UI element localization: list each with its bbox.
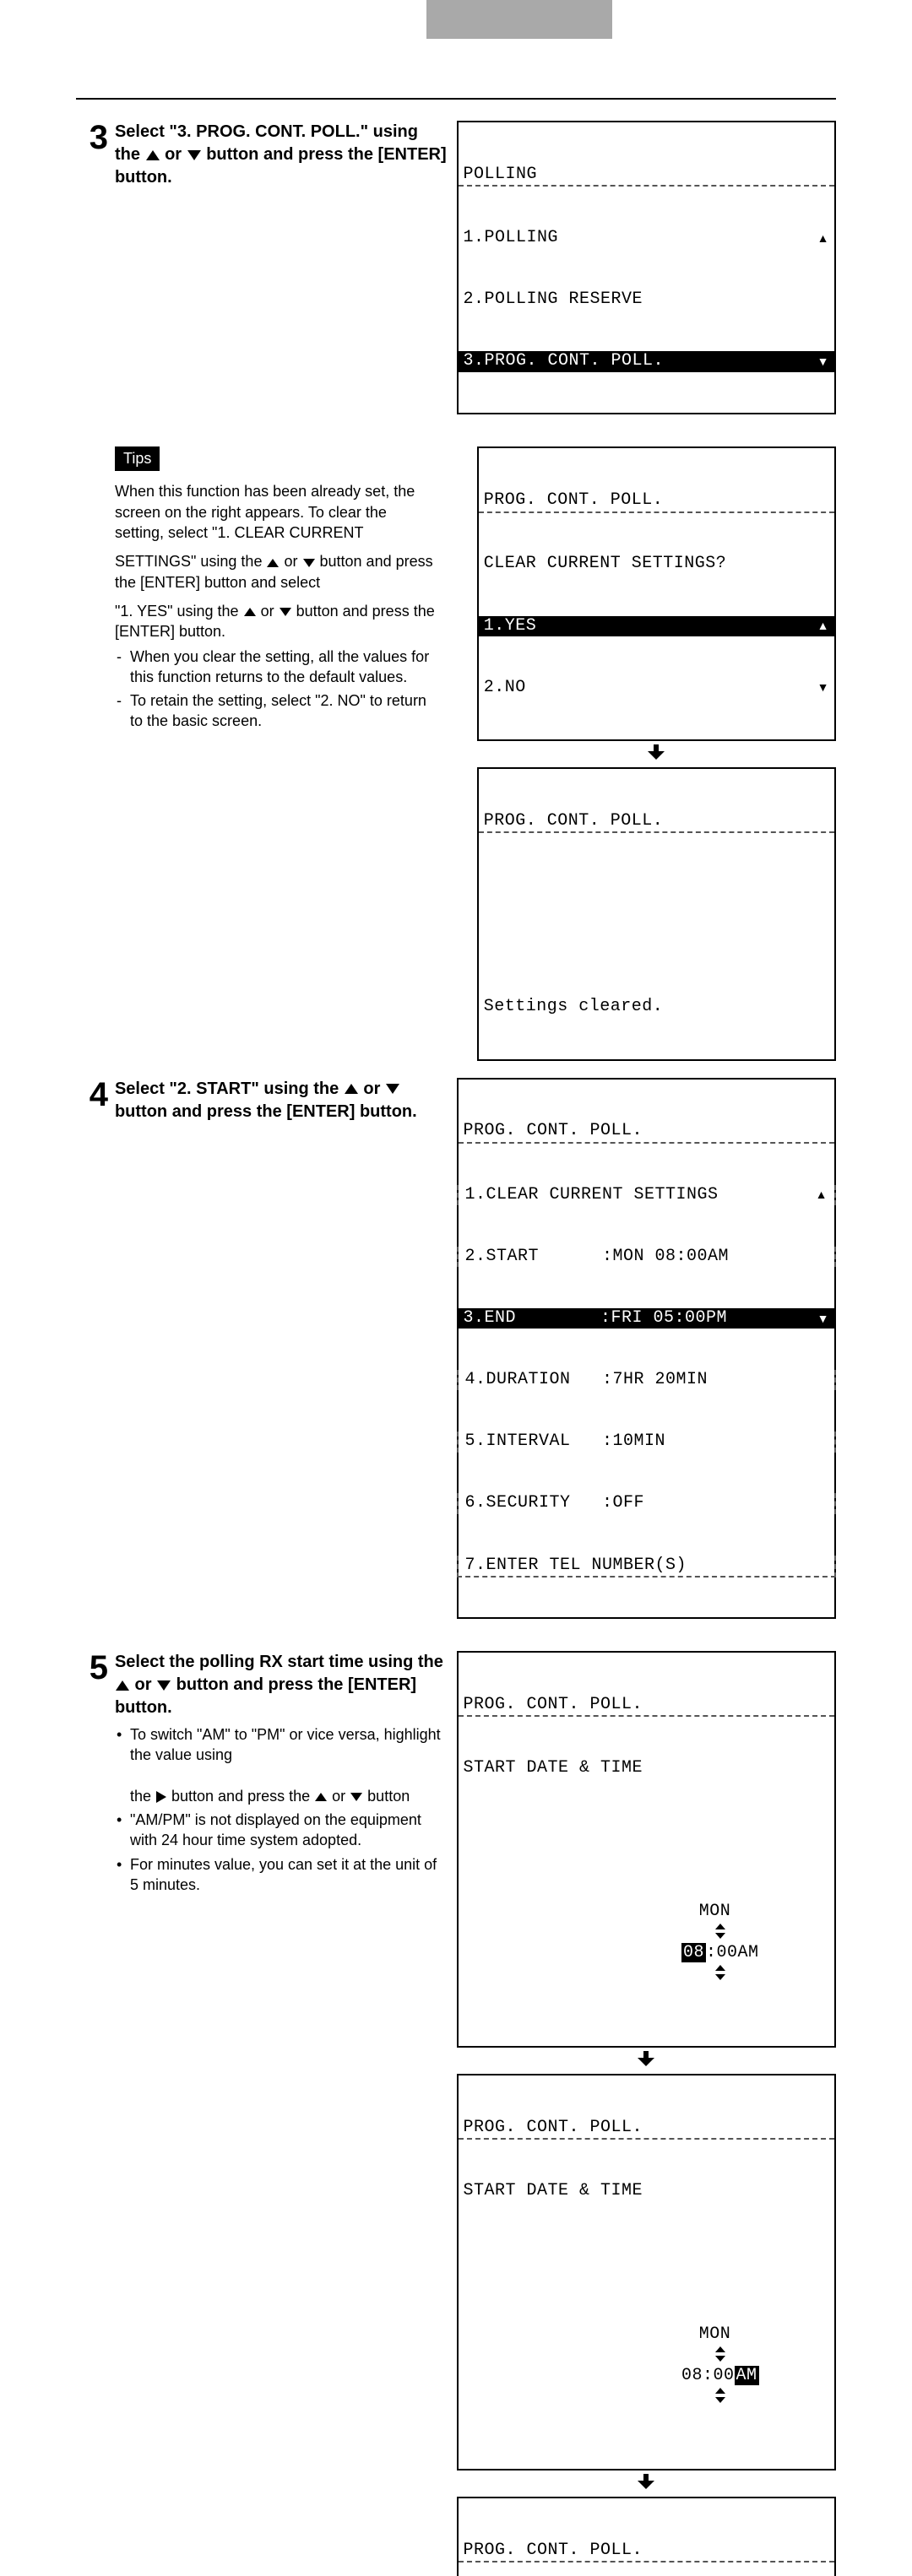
lcd-title: PROG. CONT. POLL. (479, 810, 834, 833)
s5-b3: For minutes value, you can set it at the… (115, 1854, 448, 1896)
lcd-time-line: MON 08:00AM (459, 2304, 834, 2427)
down-triangle-icon (156, 1680, 171, 1691)
lcd-line-selected: 3.END :FRI 05:00PM▼ (459, 1308, 834, 1329)
tips-dash1: When you clear the setting, all the valu… (115, 647, 438, 688)
lcd-title: POLLING (459, 164, 834, 187)
down-triangle-icon (350, 1792, 363, 1802)
up-arrow-icon: ▲ (817, 619, 829, 633)
up-triangle-icon (314, 1792, 328, 1802)
lcd-start1: PROG. CONT. POLL. START DATE & TIME MON … (457, 1651, 836, 2048)
lcd-line: Settings cleared. (479, 997, 834, 1017)
lcd-title: PROG. CONT. POLL. (459, 1694, 834, 1717)
lcd-line-selected: 1.YES▲ (479, 616, 834, 636)
lcd-title: PROG. CONT. POLL. (459, 2117, 834, 2140)
lcd-clear: PROG. CONT. POLL. CLEAR CURRENT SETTINGS… (477, 446, 836, 740)
tips-p3: "1. YES" using the or button and press t… (115, 601, 438, 642)
step-number-4: 4 (76, 1078, 108, 1112)
up-arrow-icon: ▲ (817, 231, 829, 246)
right-triangle-icon (155, 1790, 167, 1804)
lcd-menu2: PROG. CONT. POLL. 1.CLEAR CURRENT SETTIN… (457, 2497, 836, 2576)
step-number-3: 3 (76, 121, 108, 154)
step4-text: Select "2. START" using the or button an… (115, 1078, 448, 1123)
updown-icon (715, 1924, 725, 1939)
step3-text: Select "3. PROG. CONT. POLL." using the … (115, 121, 448, 189)
lcd-polling: POLLING 1.POLLING▲ 2.POLLING RESERVE 3.P… (457, 121, 836, 414)
updown-icon (715, 2346, 725, 2362)
lcd-line: CLEAR CURRENT SETTINGS? (479, 554, 834, 574)
up-triangle-icon (115, 1680, 130, 1691)
tips-p1: When this function has been already set,… (115, 481, 438, 543)
tips-dash2: To retain the setting, select "2. NO" to… (115, 690, 438, 732)
tips-p2: SETTINGS" using the or button and press … (115, 551, 438, 593)
down-arrow-icon: ▼ (817, 680, 829, 695)
down-arrow-icon: ▼ (817, 1312, 829, 1326)
flow-down-arrow-icon (457, 2474, 836, 2493)
flow-down-arrow-icon (477, 744, 836, 764)
step5-text: Select the polling RX start time using t… (115, 1651, 448, 1719)
lcd-menu: PROG. CONT. POLL. 1.CLEAR CURRENT SETTIN… (457, 1078, 836, 1619)
up-triangle-icon (145, 149, 160, 161)
up-arrow-icon: ▲ (816, 1188, 828, 1202)
top-rule (76, 98, 836, 100)
tips-label: Tips (115, 446, 160, 471)
lcd-line-selected: 3.PROG. CONT. POLL.▼ (459, 351, 834, 371)
down-triangle-icon (302, 558, 316, 568)
lcd-title: PROG. CONT. POLL. (459, 2540, 834, 2562)
updown-icon (715, 2388, 725, 2403)
header-tab (0, 0, 912, 39)
lcd-line: 1.POLLING▲ (459, 228, 834, 248)
s5-b1: To switch "AM" to "PM" or vice versa, hi… (115, 1724, 448, 1806)
down-triangle-icon (187, 149, 202, 161)
step3-b: or (165, 145, 187, 164)
lcd-title: PROG. CONT. POLL. (459, 1120, 834, 1143)
updown-icon (715, 1965, 725, 1980)
up-triangle-icon (243, 607, 257, 617)
up-triangle-icon (344, 1083, 359, 1095)
lcd-cleared: PROG. CONT. POLL. Settings cleared. (477, 767, 836, 1061)
flow-down-arrow-icon (457, 2051, 836, 2070)
down-triangle-icon (385, 1083, 400, 1095)
lcd-line: 2.POLLING RESERVE (459, 290, 834, 310)
down-triangle-icon (279, 607, 292, 617)
down-arrow-icon: ▼ (817, 354, 829, 369)
step-number-5: 5 (76, 1651, 108, 1685)
s5-b2: "AM/PM" is not displayed on the equipmen… (115, 1810, 448, 1851)
up-triangle-icon (266, 558, 280, 568)
lcd-title: PROG. CONT. POLL. (479, 490, 834, 512)
lcd-time-line: MON 08:00AM (459, 1881, 834, 2005)
lcd-line: 2.NO▼ (479, 678, 834, 698)
lcd-start2: PROG. CONT. POLL. START DATE & TIME MON … (457, 2074, 836, 2470)
header-grey-block (426, 0, 612, 39)
